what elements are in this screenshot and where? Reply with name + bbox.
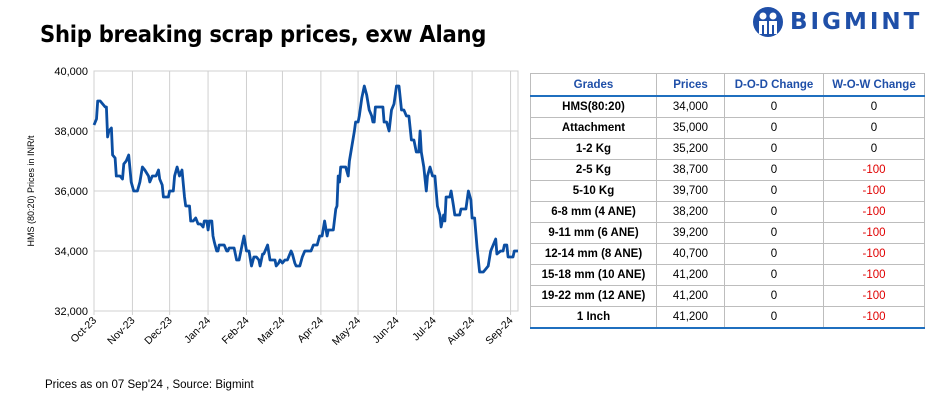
table-row: HMS(80:20) 34,000 0 0 <box>530 95 925 118</box>
x-tick-label: Mar-24 <box>256 315 288 347</box>
page-title: Ship breaking scrap prices, exw Alang <box>40 22 487 48</box>
price-cell: 39,200 <box>656 222 725 244</box>
y-tick-label: 40,000 <box>54 66 88 78</box>
grade-cell: 5-10 Kg <box>530 180 657 202</box>
dod-change-cell: 0 <box>724 95 824 118</box>
table-row: 6-8 mm (4 ANE) 38,200 0 -100 <box>530 201 925 223</box>
price-cell: 41,200 <box>656 306 725 329</box>
y-tick-label: 32,000 <box>54 306 88 318</box>
x-tick-label: Nov-23 <box>105 315 138 348</box>
table-row: 1 Inch 41,200 0 -100 <box>530 306 925 329</box>
dod-change-cell: 0 <box>724 222 824 244</box>
wow-change-cell: -100 <box>823 180 925 202</box>
price-cell: 35,000 <box>656 117 725 139</box>
dod-change-cell: 0 <box>724 306 824 329</box>
price-cell: 35,200 <box>656 138 725 160</box>
x-tick-label: Oct-23 <box>68 315 99 346</box>
grade-cell: Attachment <box>530 117 657 139</box>
x-tick-label: May-24 <box>330 315 363 348</box>
grade-cell: 9-11 mm (6 ANE) <box>530 222 657 244</box>
bigmint-logo-text: BIGMINT <box>790 9 923 35</box>
price-cell: 41,200 <box>656 285 725 307</box>
price-cell: 34,000 <box>656 95 725 118</box>
table-header-cell: W-O-W Change <box>823 73 925 97</box>
grade-cell: 15-18 mm (10 ANE) <box>530 264 657 286</box>
table-row: 12-14 mm (8 ANE) 40,700 0 -100 <box>530 243 925 265</box>
price-cell: 41,200 <box>656 264 725 286</box>
price-table: Grades Prices D-O-D Change W-O-W Change HMS… <box>530 73 925 329</box>
table-header-row: Grades Prices D-O-D Change W-O-W Change <box>530 73 925 97</box>
grade-cell: 2-5 Kg <box>530 159 657 181</box>
table-header-cell: Prices <box>656 73 725 97</box>
x-tick-label: Apr-24 <box>295 315 326 346</box>
wow-change-cell: 0 <box>823 117 925 139</box>
wow-change-cell: -100 <box>823 285 925 307</box>
price-series-line <box>92 84 518 274</box>
wow-change-cell: 0 <box>823 138 925 160</box>
table-header-cell: Grades <box>530 73 657 97</box>
dod-change-cell: 0 <box>724 243 824 265</box>
price-cell: 38,700 <box>656 159 725 181</box>
footer-note: Prices as on 07 Sep'24 , Source: Bigmint <box>45 379 254 391</box>
wow-change-cell: -100 <box>823 159 925 181</box>
table-row: 1-2 Kg 35,200 0 0 <box>530 138 925 160</box>
dod-change-cell: 0 <box>724 159 824 181</box>
table-row: 2-5 Kg 38,700 0 -100 <box>530 159 925 181</box>
wow-change-cell: -100 <box>823 264 925 286</box>
wow-change-cell: -100 <box>823 201 925 223</box>
dod-change-cell: 0 <box>724 138 824 160</box>
wow-change-cell: 0 <box>823 95 925 118</box>
x-tick-label: Jul-24 <box>410 315 439 344</box>
grade-cell: 1-2 Kg <box>530 138 657 160</box>
table-row: Attachment 35,000 0 0 <box>530 117 925 139</box>
bigmint-logo: BIGMINT <box>752 6 922 38</box>
dod-change-cell: 0 <box>724 201 824 223</box>
x-tick-label: Feb-24 <box>220 315 252 347</box>
table-row: 9-11 mm (6 ANE) 39,200 0 -100 <box>530 222 925 244</box>
y-tick-label: 34,000 <box>54 246 88 258</box>
table-row: 15-18 mm (10 ANE) 41,200 0 -100 <box>530 264 925 286</box>
dod-change-cell: 0 <box>724 264 824 286</box>
grade-cell: 12-14 mm (8 ANE) <box>530 243 657 265</box>
grade-cell: HMS(80:20) <box>530 95 657 118</box>
y-axis-label: HMS (80:20) Prices in INR/t <box>26 135 36 247</box>
table-row: 19-22 mm (12 ANE) 41,200 0 -100 <box>530 285 925 307</box>
wow-change-cell: -100 <box>823 222 925 244</box>
x-tick-label: Sep-24 <box>483 315 516 348</box>
x-tick-label: Jun-24 <box>370 315 401 346</box>
dod-change-cell: 0 <box>724 180 824 202</box>
y-tick-label: 36,000 <box>54 186 88 198</box>
x-tick-label: Aug-24 <box>445 315 478 348</box>
grade-cell: 19-22 mm (12 ANE) <box>530 285 657 307</box>
grade-cell: 1 Inch <box>530 306 657 329</box>
dod-change-cell: 0 <box>724 285 824 307</box>
table-header-cell: D-O-D Change <box>724 73 824 97</box>
x-tick-label: Jan-24 <box>182 315 213 346</box>
wow-change-cell: -100 <box>823 306 925 329</box>
bigmint-logo-icon <box>753 7 783 37</box>
wow-change-cell: -100 <box>823 243 925 265</box>
x-tick-label: Dec-23 <box>142 315 175 348</box>
y-tick-label: 38,000 <box>54 126 88 138</box>
price-line-chart: 32,000 34,000 36,000 38,000 40,000 Oct-23 Nov-… <box>26 66 519 348</box>
price-cell: 40,700 <box>656 243 725 265</box>
grade-cell: 6-8 mm (4 ANE) <box>530 201 657 223</box>
table-row: 5-10 Kg 39,700 0 -100 <box>530 180 925 202</box>
price-cell: 38,200 <box>656 201 725 223</box>
price-cell: 39,700 <box>656 180 725 202</box>
dod-change-cell: 0 <box>724 117 824 139</box>
